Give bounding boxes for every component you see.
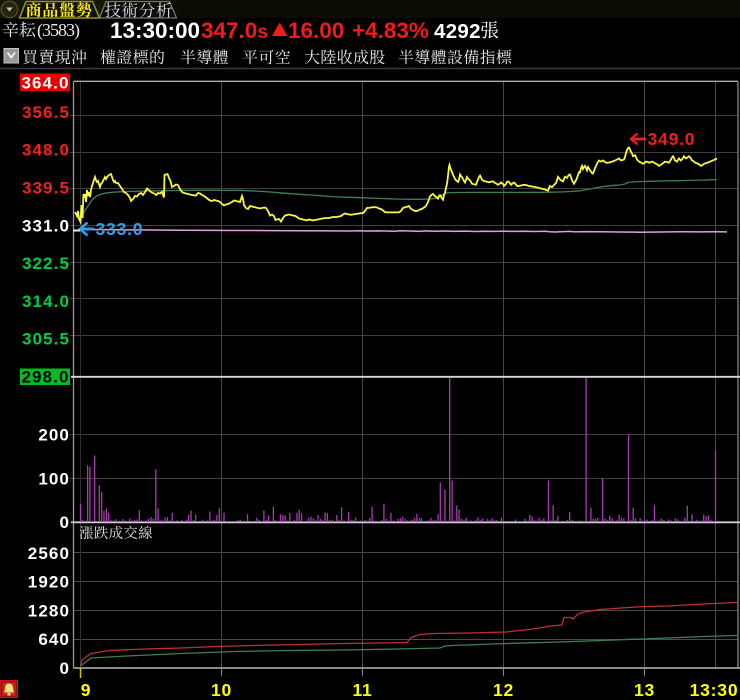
svg-text:+4.83%: +4.83% — [352, 18, 429, 43]
svg-text:12: 12 — [493, 680, 514, 700]
svg-text:640: 640 — [38, 630, 70, 649]
svg-text:349.0: 349.0 — [648, 129, 696, 149]
svg-text:11: 11 — [352, 680, 372, 700]
svg-text:364.0: 364.0 — [21, 74, 69, 93]
svg-text:0: 0 — [59, 659, 70, 678]
svg-text:322.5: 322.5 — [22, 254, 70, 273]
svg-text:331.0: 331.0 — [22, 216, 70, 235]
svg-text:348.0: 348.0 — [22, 141, 70, 160]
svg-text:13:30:00: 13:30:00 — [110, 18, 200, 43]
svg-text:298.0: 298.0 — [21, 368, 69, 387]
svg-text:1280: 1280 — [28, 601, 70, 620]
svg-text:13:30: 13:30 — [690, 680, 739, 700]
svg-text:16.00: 16.00 — [288, 18, 344, 43]
svg-text:339.5: 339.5 — [22, 178, 70, 197]
svg-text:10: 10 — [211, 680, 232, 700]
svg-text:356.5: 356.5 — [22, 103, 70, 122]
svg-text:347.0s: 347.0s — [201, 18, 268, 43]
svg-text:4292: 4292 — [434, 20, 481, 43]
svg-text:314.0: 314.0 — [22, 292, 70, 311]
svg-text:200: 200 — [38, 426, 70, 445]
svg-text:9: 9 — [81, 680, 92, 700]
svg-text:2560: 2560 — [28, 544, 70, 563]
svg-text:305.5: 305.5 — [22, 330, 70, 349]
svg-text:0: 0 — [59, 513, 70, 532]
svg-text:(3583): (3583) — [37, 20, 80, 41]
svg-text:100: 100 — [38, 469, 70, 488]
svg-text:1920: 1920 — [28, 573, 70, 592]
svg-text:333.0: 333.0 — [96, 219, 144, 239]
svg-text:13: 13 — [634, 680, 655, 700]
